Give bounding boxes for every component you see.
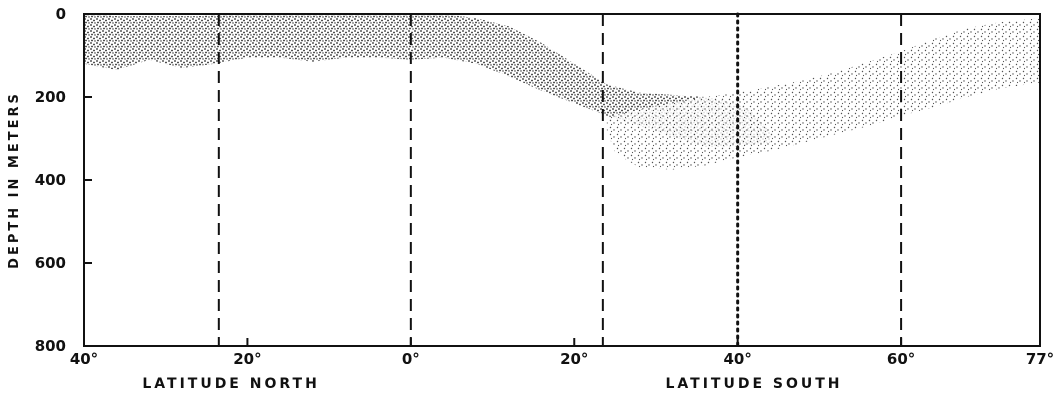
x-tick-label-6: 60° — [887, 350, 915, 368]
y-tick-label-4: 600 — [35, 254, 66, 272]
water-mass-area-2 — [606, 18, 1040, 170]
x-tick-label-1: 40° — [70, 350, 98, 368]
x-region-labels: LATITUDE NORTH LATITUDE SOUTH — [142, 376, 843, 392]
axis-ticks — [83, 13, 1041, 347]
y-tick-label-1: 0 — [56, 5, 66, 23]
x-tick-label-4: 20° — [560, 350, 588, 368]
y-axis-label: DEPTH IN METERS — [7, 91, 22, 269]
y-tick-label-3: 400 — [35, 171, 66, 189]
y-tick-label-2: 200 — [35, 88, 66, 106]
latitude-reference-lines — [217, 12, 903, 348]
x-tick-label-2: 20° — [233, 350, 261, 368]
water-mass-area-1 — [84, 14, 771, 147]
data-areas — [84, 14, 1040, 170]
y-tick-label-5: 800 — [35, 337, 66, 355]
x-tick-label-3: 0° — [402, 350, 420, 368]
x-tick-label-7: 77° — [1026, 350, 1054, 368]
x-region-label-1: LATITUDE NORTH — [142, 376, 319, 392]
y-tick-labels: 0 200 400 600 800 — [35, 5, 66, 355]
x-region-label-2: LATITUDE SOUTH — [666, 376, 843, 392]
x-tick-labels: 40° 20° 0° 20° 40° 60° 77° — [70, 350, 1054, 368]
x-tick-label-5: 40° — [723, 350, 751, 368]
